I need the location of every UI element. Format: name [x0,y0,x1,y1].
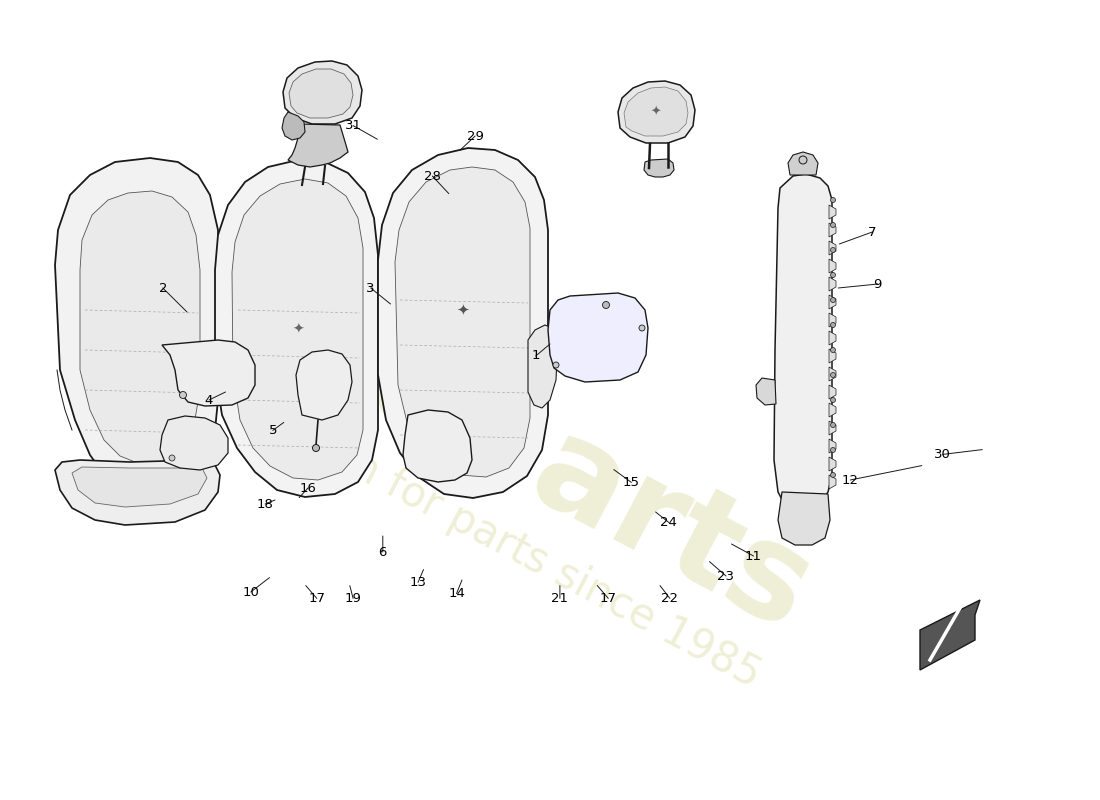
Text: 22: 22 [661,592,679,605]
Circle shape [830,247,836,253]
Polygon shape [162,340,255,406]
Text: 1: 1 [531,350,540,362]
Text: 16: 16 [299,482,317,494]
Text: 9: 9 [873,278,882,290]
Polygon shape [55,460,220,525]
Bar [188,382,230,391]
Polygon shape [55,158,220,498]
Polygon shape [756,378,775,405]
Polygon shape [283,61,362,124]
Polygon shape [829,331,836,345]
Circle shape [169,455,175,461]
Circle shape [603,302,609,309]
Polygon shape [296,350,352,420]
Polygon shape [395,167,530,477]
Polygon shape [829,421,836,435]
Polygon shape [214,160,378,497]
Polygon shape [778,492,830,545]
Polygon shape [829,457,836,471]
Polygon shape [80,191,200,464]
Polygon shape [403,410,472,482]
Polygon shape [829,277,836,291]
Circle shape [830,473,836,478]
Text: 12: 12 [842,474,859,486]
Polygon shape [528,325,558,408]
Text: 7: 7 [868,226,877,238]
Polygon shape [829,313,836,327]
Polygon shape [829,367,836,381]
Bar [188,370,230,379]
Text: ✦: ✦ [293,323,304,337]
Text: 10: 10 [242,586,260,598]
Polygon shape [788,152,818,175]
Text: 29: 29 [466,130,484,142]
Text: 18: 18 [256,498,274,510]
Polygon shape [548,293,648,382]
Polygon shape [829,385,836,399]
Bar [415,428,463,456]
Polygon shape [289,69,353,118]
Circle shape [830,273,836,278]
Circle shape [553,362,559,368]
Circle shape [312,445,319,451]
Polygon shape [282,112,305,140]
Text: 11: 11 [745,550,762,562]
Text: 24: 24 [660,516,678,529]
Text: a passion for parts since 1985: a passion for parts since 1985 [192,364,768,696]
Text: 31: 31 [344,119,362,132]
Circle shape [830,322,836,327]
Polygon shape [829,241,836,255]
Polygon shape [378,148,548,498]
Polygon shape [288,124,348,167]
Circle shape [179,391,187,398]
Text: 6: 6 [378,546,387,558]
Text: 5: 5 [268,424,277,437]
Polygon shape [644,159,674,177]
Text: 14: 14 [448,587,465,600]
Circle shape [830,447,836,453]
Polygon shape [232,179,363,480]
Polygon shape [829,223,836,237]
Bar [418,462,456,476]
Circle shape [830,222,836,227]
Polygon shape [829,259,836,273]
Text: ✦: ✦ [651,106,661,118]
Circle shape [830,373,836,378]
Text: 19: 19 [344,592,362,605]
Polygon shape [829,205,836,219]
Text: 30: 30 [934,448,952,461]
Text: 17: 17 [308,592,326,605]
Polygon shape [829,295,836,309]
Text: europarts: europarts [128,202,832,658]
Bar [188,355,230,364]
Text: ✦: ✦ [456,302,470,318]
Text: 13: 13 [409,576,427,589]
Text: 3: 3 [366,282,375,294]
Circle shape [639,325,645,331]
Polygon shape [618,81,695,143]
Circle shape [830,298,836,302]
Text: 15: 15 [623,476,640,489]
Circle shape [830,422,836,427]
Text: 23: 23 [717,570,735,582]
Polygon shape [829,475,836,489]
Text: 21: 21 [551,592,569,605]
Polygon shape [829,439,836,453]
Text: 2: 2 [158,282,167,294]
Polygon shape [920,600,980,670]
Polygon shape [829,403,836,417]
Bar [560,308,615,346]
Circle shape [830,398,836,402]
Text: 28: 28 [424,170,441,182]
Text: 17: 17 [600,592,617,605]
Polygon shape [624,87,688,136]
Circle shape [799,156,807,164]
Polygon shape [72,467,207,507]
Circle shape [830,198,836,202]
Text: 4: 4 [205,394,213,406]
Circle shape [830,347,836,353]
Polygon shape [160,416,228,470]
Polygon shape [774,174,832,510]
Polygon shape [829,349,836,363]
